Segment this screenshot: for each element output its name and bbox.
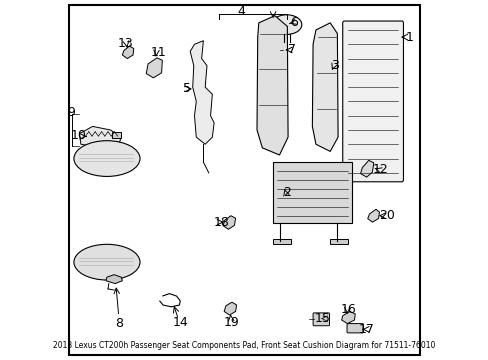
Text: 2: 2 [282,186,290,199]
Text: 12: 12 [372,163,388,176]
Text: 16: 16 [340,303,355,316]
Polygon shape [257,16,287,155]
Polygon shape [146,58,162,78]
Text: 8: 8 [115,318,122,330]
Text: 11: 11 [150,46,165,59]
Text: 20: 20 [378,209,394,222]
Polygon shape [106,275,122,284]
Ellipse shape [74,141,140,176]
Polygon shape [367,209,379,222]
Text: 9: 9 [67,106,75,120]
Polygon shape [80,126,121,148]
Text: 1: 1 [405,31,413,44]
Polygon shape [122,46,134,59]
Bar [272,162,351,223]
Text: 18: 18 [213,216,229,229]
Text: 6: 6 [290,15,298,28]
Text: 4: 4 [237,5,244,18]
Polygon shape [224,302,236,315]
Text: 17: 17 [358,323,374,336]
Text: 7: 7 [287,44,295,57]
Text: 2013 Lexus CT200h Passenger Seat Components Pad, Front Seat Cushion Diagram for : 2013 Lexus CT200h Passenger Seat Compone… [53,341,435,350]
Polygon shape [360,160,373,177]
Ellipse shape [271,15,301,35]
FancyBboxPatch shape [342,21,403,182]
Text: 5: 5 [182,82,190,95]
Text: 15: 15 [314,312,329,325]
Bar [272,239,290,244]
Text: 19: 19 [224,316,240,329]
Polygon shape [190,41,214,144]
Ellipse shape [279,48,285,53]
Polygon shape [223,216,235,229]
Text: 13: 13 [118,37,133,50]
Text: 3: 3 [330,59,338,72]
Text: 14: 14 [172,316,188,329]
Polygon shape [312,23,337,152]
FancyBboxPatch shape [312,313,329,326]
Bar [329,239,347,244]
FancyBboxPatch shape [346,324,363,333]
Text: 10: 10 [70,129,86,142]
Polygon shape [341,311,354,324]
Ellipse shape [74,244,140,280]
Bar [112,132,121,138]
